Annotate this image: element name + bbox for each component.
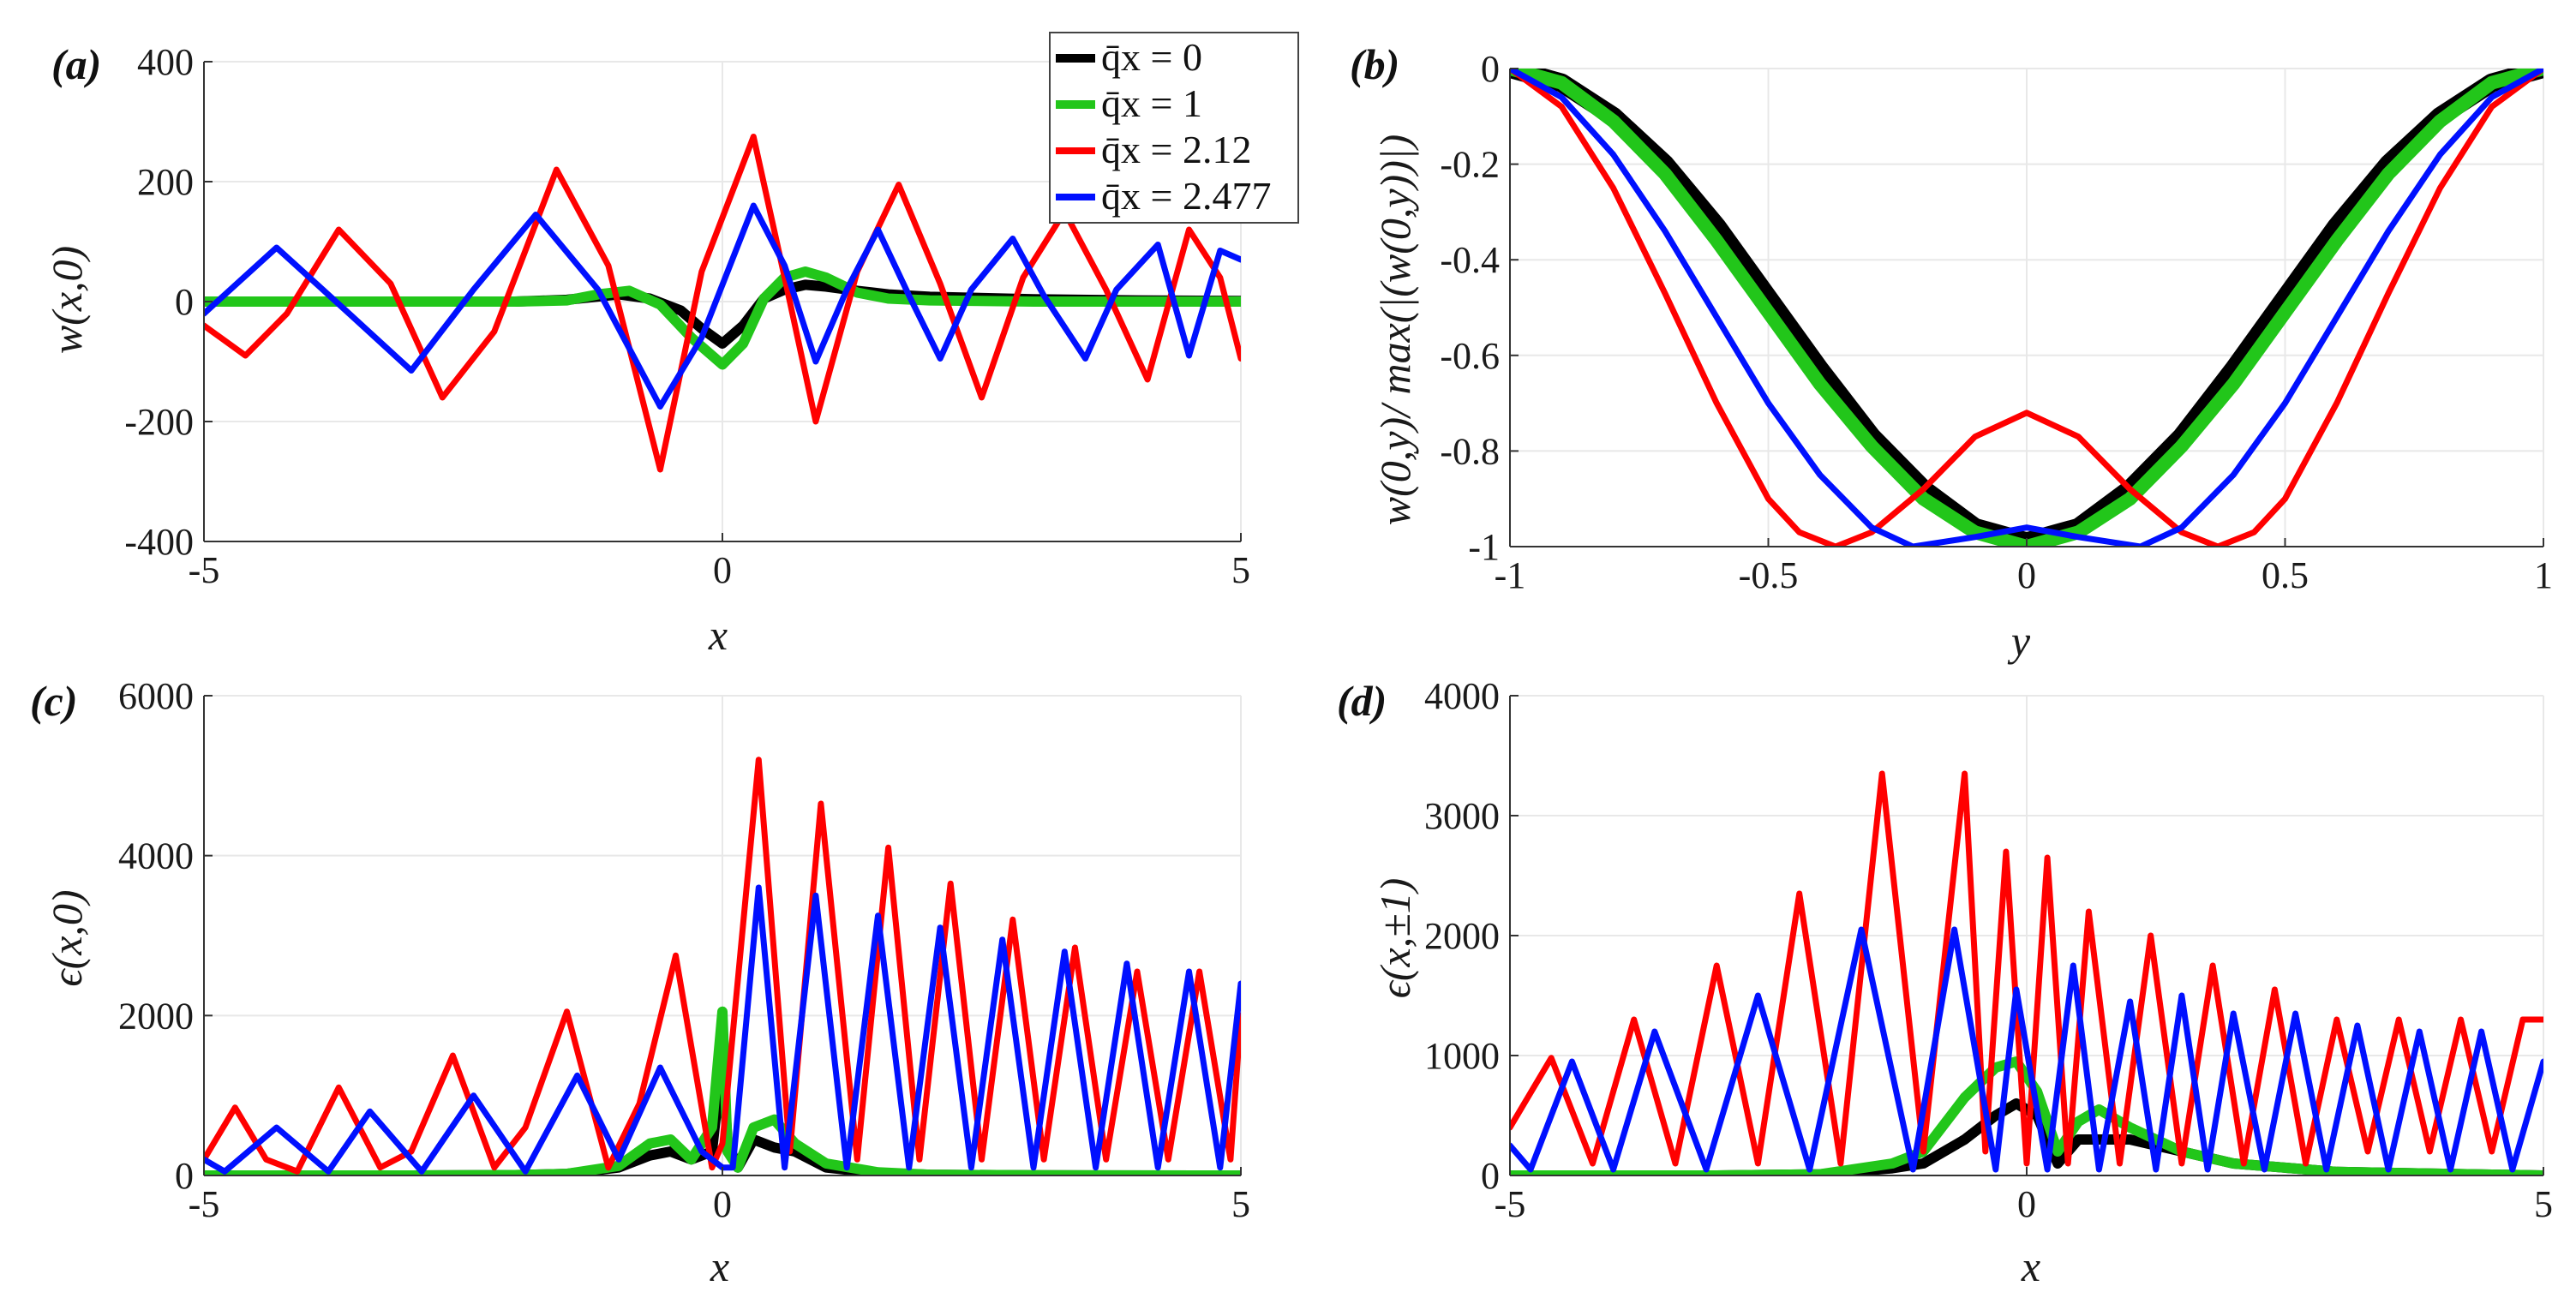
series-line-1: [204, 266, 1241, 370]
panel-c-tag: (c): [30, 677, 78, 725]
x-tick-label: -0.5: [1739, 554, 1799, 596]
x-tick-label: -5: [1495, 1183, 1526, 1225]
panel-c-xlabel: x: [710, 1242, 729, 1290]
panel-d-ylabel: ϵ(x,±1): [1371, 878, 1419, 999]
legend-box: [1049, 32, 1299, 224]
series-line-3: [204, 202, 1241, 410]
panel-d-tag: (d): [1337, 677, 1387, 725]
y-tick-label: -200: [124, 401, 194, 443]
y-tick-label: 4000: [118, 835, 194, 877]
y-tick-label: 4000: [1424, 675, 1500, 717]
y-tick-label: 0: [175, 281, 194, 323]
y-tick-label: 400: [137, 41, 194, 83]
x-tick-label: 1: [2534, 554, 2553, 596]
x-tick-label: 5: [2534, 1183, 2553, 1225]
legend-label-0: q̄x = 0: [1101, 35, 1202, 79]
series-line-2: [1510, 770, 2543, 1167]
series-line-3: [1510, 926, 2543, 1173]
series-line-2: [204, 134, 1241, 473]
y-tick-label: -0.4: [1440, 239, 1500, 281]
y-tick-label: 6000: [118, 675, 194, 717]
series-line-1: [204, 1006, 1241, 1175]
panel-a: -5 0 5 -400 -200 0 200 400 (a) x w(x,0): [43, 40, 1250, 659]
panel-b-xlabel: y: [2007, 617, 2031, 665]
y-tick-label: 1000: [1424, 1035, 1500, 1077]
legend-entry: q̄x = 0: [1056, 35, 1202, 79]
series-group: [204, 134, 1241, 473]
y-tick-label: -1: [1468, 526, 1500, 568]
series-line-3: [1510, 69, 2543, 547]
x-tick-label: 0: [713, 1183, 732, 1225]
y-tick-label: 0: [1481, 1155, 1500, 1197]
panel-b-tag: (b): [1350, 40, 1399, 88]
y-tick-label: 0: [175, 1155, 194, 1197]
x-tick-label: 5: [1231, 1183, 1250, 1225]
panel-a-ylabel: w(x,0): [43, 246, 91, 354]
y-tick-label: -0.2: [1440, 144, 1500, 186]
panel-b: -1 -0.5 0 0.5 1 -1 -0.8 -0.6 -0.4 -0.2 0 (b) y w(0…: [1350, 40, 2553, 665]
series-line-1: [1510, 1056, 2543, 1175]
legend: q̄x = 0 q̄x = 1 q̄x = 2.12 q̄x = 2.477: [1049, 32, 1299, 224]
x-tick-label: 0: [2017, 1183, 2036, 1225]
legend-label-1: q̄x = 1: [1101, 81, 1202, 125]
y-tick-label: 3000: [1424, 795, 1500, 837]
legend-entry: q̄x = 1: [1056, 81, 1202, 125]
x-tick-label: 0: [2017, 554, 2036, 596]
series-line-2: [204, 757, 1241, 1175]
x-tick-label: 0: [713, 549, 732, 591]
y-tick-label: -400: [124, 521, 194, 563]
y-tick-label: 0: [1481, 48, 1500, 90]
series-line-1: [1510, 69, 2543, 547]
x-tick-label: -5: [189, 1183, 220, 1225]
legend-label-3: q̄x = 2.477: [1101, 174, 1271, 218]
panel-a-xlabel: x: [708, 611, 728, 659]
series-line-3: [204, 884, 1241, 1175]
legend-label-2: q̄x = 2.12: [1101, 128, 1251, 171]
series-group: [1510, 770, 2543, 1175]
series-line-2: [1510, 69, 2543, 547]
series-group: [204, 757, 1241, 1175]
legend-entry: q̄x = 2.12: [1056, 128, 1251, 171]
panel-a-tag: (a): [51, 40, 101, 88]
panel-c-ylabel: ϵ(x,0): [43, 889, 91, 986]
x-tick-label: 0.5: [2261, 554, 2309, 596]
panel-b-ylabel: w(0,y)/ max(|(w(0,y))|): [1371, 135, 1419, 525]
y-tick-label: -0.8: [1440, 430, 1500, 472]
x-tick-label: 5: [1231, 549, 1250, 591]
y-tick-label: 200: [137, 161, 194, 203]
x-tick-label: -1: [1495, 554, 1526, 596]
x-tick-label: -5: [189, 549, 220, 591]
y-tick-label: 2000: [1424, 915, 1500, 957]
y-tick-label: -0.6: [1440, 335, 1500, 377]
y-tick-label: 2000: [118, 995, 194, 1037]
panel-d-xlabel: x: [2021, 1242, 2040, 1290]
legend-entry: q̄x = 2.477: [1056, 174, 1271, 218]
